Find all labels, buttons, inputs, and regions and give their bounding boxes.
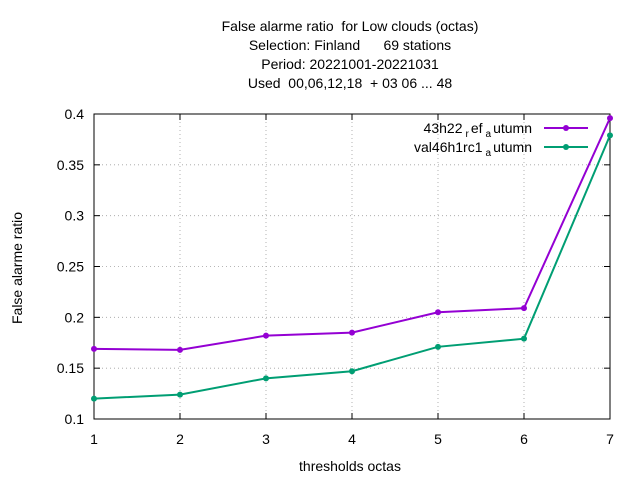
data-point [349, 368, 355, 375]
data-point [607, 115, 613, 122]
data-point [435, 343, 441, 350]
x-tick-label: 5 [434, 431, 442, 447]
y-tick-label: 0.3 [65, 208, 85, 224]
y-tick-label: 0.35 [57, 157, 84, 173]
x-tick-label: 3 [262, 431, 270, 447]
chart-title-line: Selection: Finland 69 stations [249, 37, 451, 53]
data-point [263, 375, 269, 382]
x-tick-label: 4 [348, 431, 356, 447]
x-tick-label: 7 [606, 431, 614, 447]
legend-swatch-point [563, 125, 569, 131]
data-point [177, 391, 183, 398]
legend-label-part: utumn [493, 120, 532, 136]
data-point [349, 329, 355, 336]
legend-label-part: a [486, 148, 492, 159]
y-axis-label: False alarme ratio [9, 212, 25, 324]
y-tick-label: 0.4 [65, 106, 85, 122]
data-point [91, 345, 97, 352]
legend-label: 43h22 r ef a utumn [424, 120, 532, 140]
y-tick-label: 0.1 [65, 411, 85, 427]
legend-label-part: a [486, 129, 492, 140]
data-point [91, 395, 97, 402]
series-line [93, 117, 611, 351]
y-tick-label: 0.2 [65, 309, 85, 325]
x-axis-label: thresholds octas [299, 458, 401, 474]
x-tick-label: 1 [90, 431, 98, 447]
data-point [177, 346, 183, 353]
series [91, 115, 613, 402]
x-tick-label: 2 [176, 431, 184, 447]
y-tick-label: 0.25 [57, 259, 84, 275]
chart-title-line: False alarme ratio for Low clouds (octas… [222, 18, 479, 34]
data-point [263, 332, 269, 339]
legend-label-part: 43h22 [424, 120, 463, 136]
chart-title-line: Used 00,06,12,18 + 03 06 ... 48 [248, 75, 453, 91]
legend-label: val46h1rc1 a utumn [414, 139, 532, 159]
y-tick-label: 0.15 [57, 360, 84, 376]
legend-label-part: val46h1rc1 [414, 139, 483, 155]
x-tick-label: 6 [520, 431, 528, 447]
chart-title-line: Period: 20221001-20221031 [261, 56, 439, 72]
axis-ticks: 1 2 3 4 5 6 7 0.1 0.15 0.2 0.25 0.3 0.35 0.4 [57, 106, 614, 447]
data-point [521, 335, 527, 342]
data-point [521, 305, 527, 312]
grid [94, 114, 610, 419]
legend-label-part: r [465, 129, 469, 140]
data-point [607, 132, 613, 139]
legend-label-part: utumn [493, 139, 532, 155]
chart-title: False alarme ratio for Low clouds (octas… [222, 18, 479, 91]
legend-label-part: ef [471, 120, 483, 136]
legend-swatch-point [563, 144, 569, 150]
data-point [435, 309, 441, 316]
